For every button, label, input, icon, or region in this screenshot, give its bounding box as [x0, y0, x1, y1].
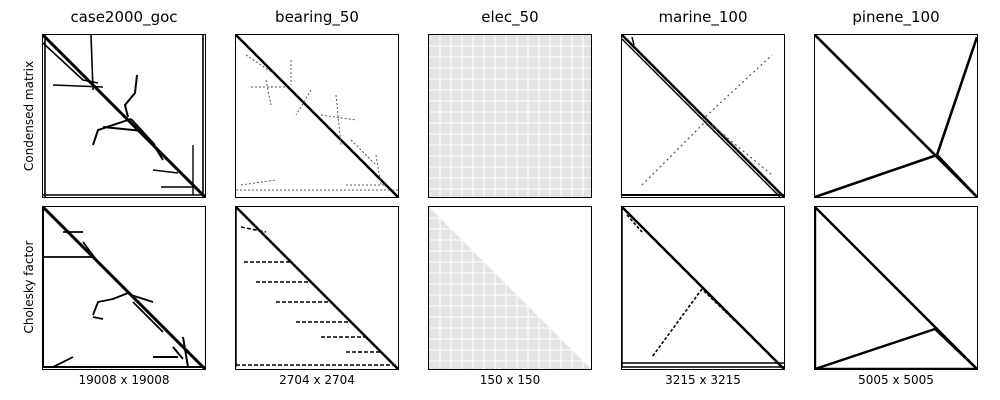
sparsity-plot-elec-50-cholesky: [428, 206, 592, 370]
sparsity-plot-bearing-50-condensed: [235, 34, 399, 198]
column-title-pinene-100: pinene_100: [852, 8, 940, 26]
matrix-size-marine-100: 3215 x 3215: [665, 373, 741, 387]
column-title-bearing-50: bearing_50: [275, 8, 359, 26]
sparsity-plot-case2000-goc-condensed: [42, 34, 206, 198]
sparsity-plot-bearing-50-cholesky: [235, 206, 399, 370]
matrix-size-case2000-goc: 19008 x 19008: [78, 373, 170, 387]
sparsity-plot-marine-100-condensed: [621, 34, 785, 198]
matrix-size-bearing-50: 2704 x 2704: [279, 373, 355, 387]
sparsity-plot-pinene-100-condensed: [814, 34, 978, 198]
column-title-case2000-goc: case2000_goc: [70, 8, 178, 26]
sparsity-plot-elec-50-condensed: [428, 34, 592, 198]
row-label-condensed-matrix: Condensed matrix: [22, 60, 36, 172]
sparsity-plot-marine-100-cholesky: [621, 206, 785, 370]
matrix-size-pinene-100: 5005 x 5005: [858, 373, 934, 387]
row-label-cholesky-factor: Cholesky factor: [22, 240, 36, 334]
matrix-size-elec-50: 150 x 150: [479, 373, 541, 387]
sparsity-plot-pinene-100-cholesky: [814, 206, 978, 370]
column-title-elec-50: elec_50: [481, 8, 539, 26]
sparsity-plot-case2000-goc-cholesky: [42, 206, 206, 370]
column-title-marine-100: marine_100: [658, 8, 748, 26]
